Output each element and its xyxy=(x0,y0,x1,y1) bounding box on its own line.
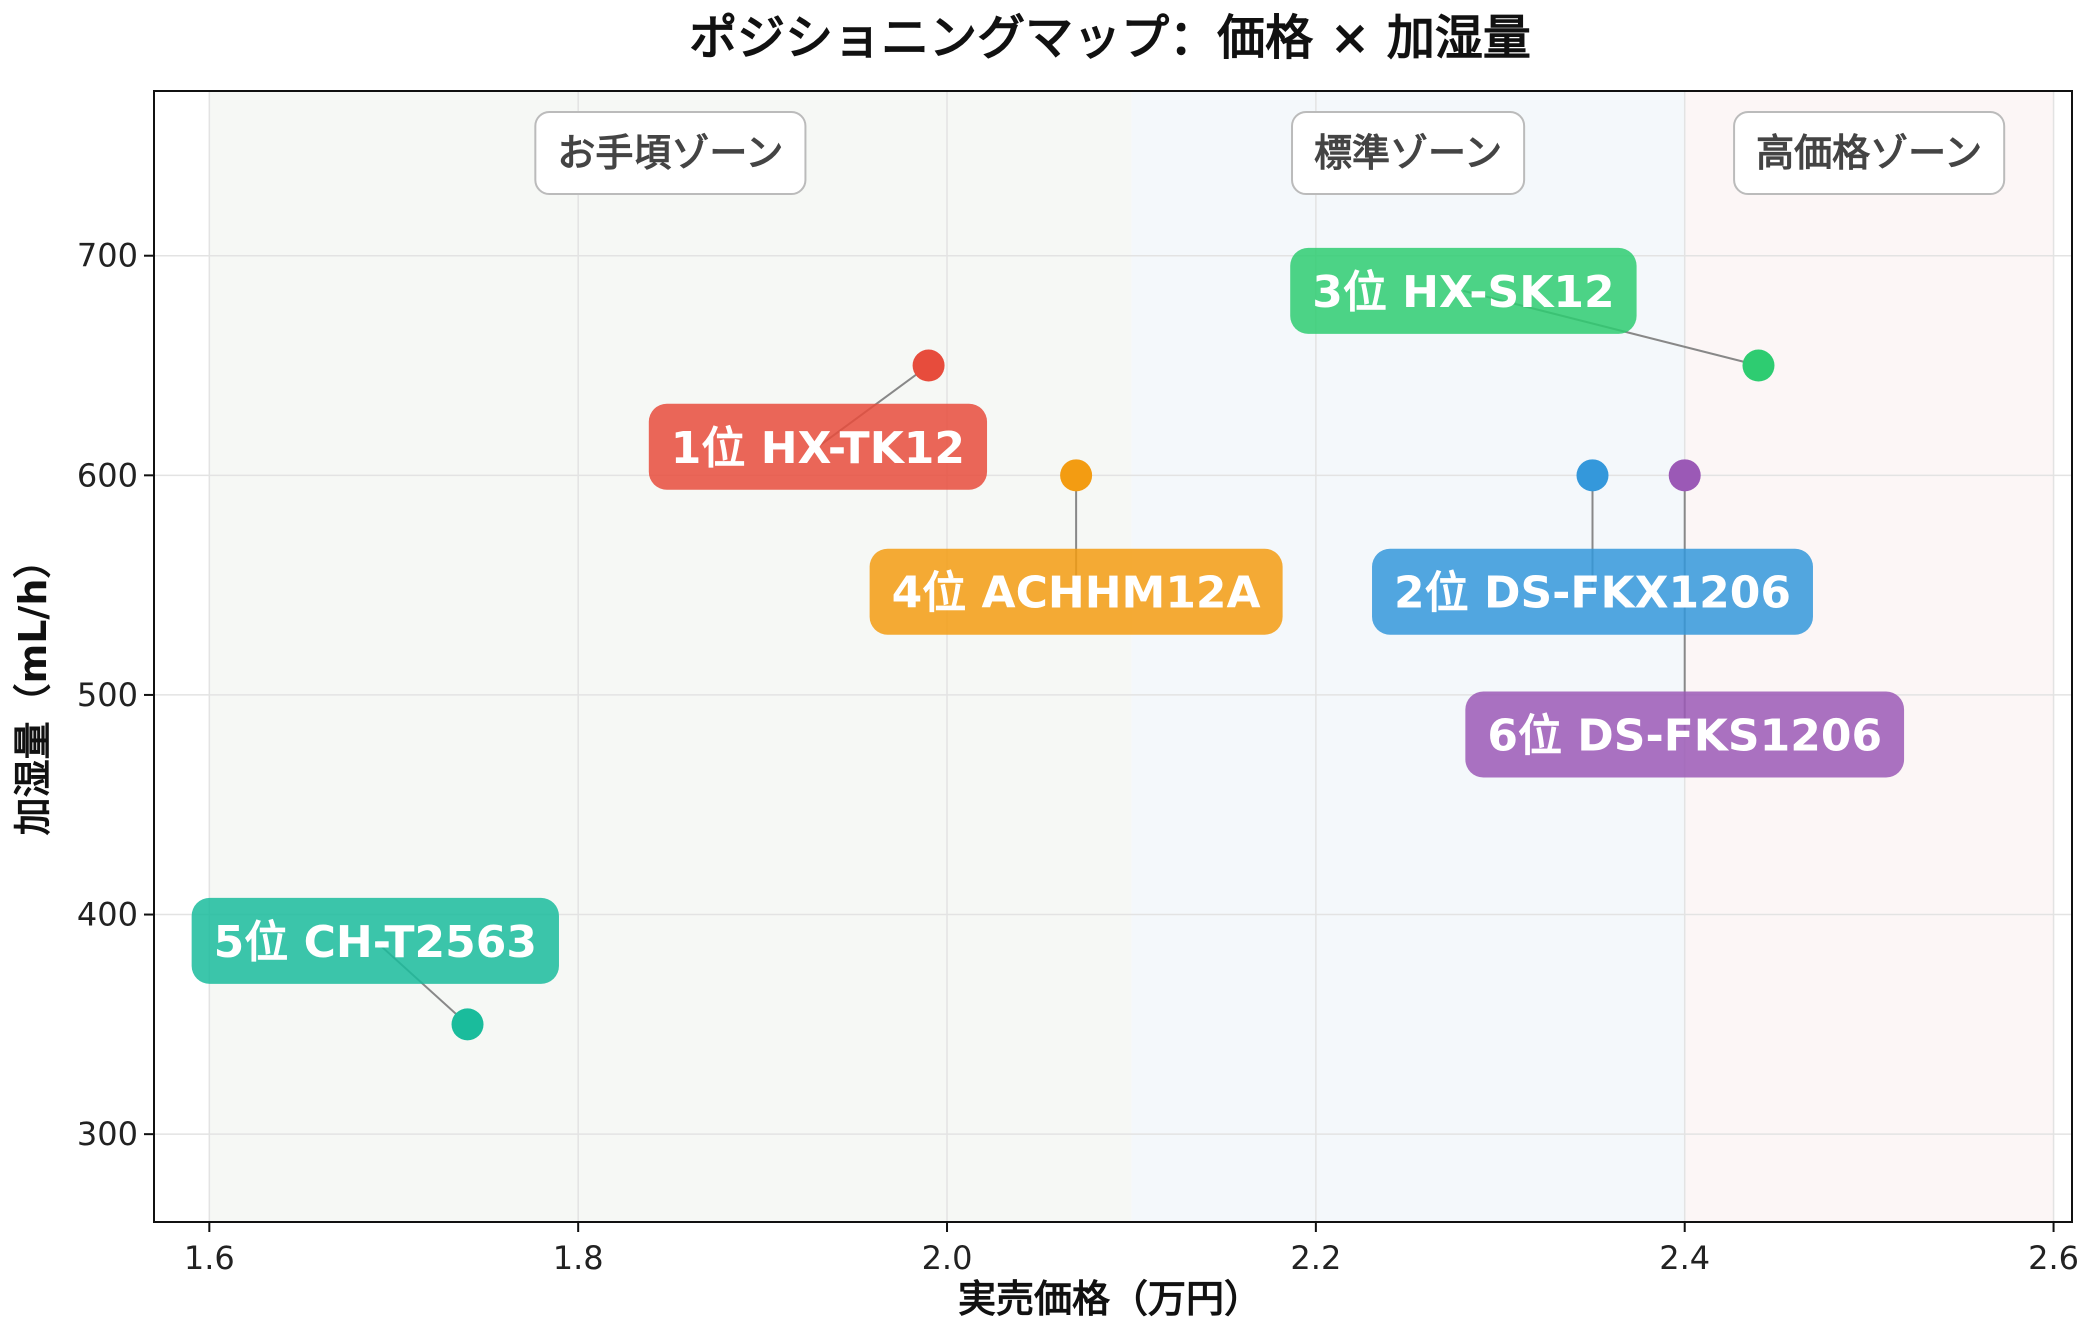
label-3-hx-sk12: 3位 HX-SK12 xyxy=(1290,247,1637,334)
label-text: 6位 DS-FKS1206 xyxy=(1487,710,1882,761)
label-5-ch-t2563: 5位 CH-T2563 xyxy=(191,897,559,984)
zone-background-2 xyxy=(1684,91,2054,1222)
zone-backgrounds xyxy=(209,91,2054,1222)
point-3-hx-sk12 xyxy=(1742,349,1775,382)
x-tick-label: 1.8 xyxy=(553,1239,604,1277)
y-tick-label: 700 xyxy=(77,237,138,275)
axis-ticks: 1.6 1.8 2.0 2.2 2.4 2.6 300 400 500 600 700 xyxy=(77,237,2079,1277)
point-6-ds-fks1206 xyxy=(1668,459,1701,492)
label-text: 2位 DS-FKX1206 xyxy=(1394,568,1791,619)
label-6-ds-fks1206: 6位 DS-FKS1206 xyxy=(1465,691,1905,778)
y-tick-label: 300 xyxy=(77,1115,138,1153)
label-box xyxy=(648,403,988,490)
x-axis-label: 実売価格（万円） xyxy=(958,1277,1262,1321)
zone-label-2: 高価格ゾーン xyxy=(1733,111,2006,195)
point-2-ds-fkx1206 xyxy=(1576,459,1609,492)
label-text: 3位 HX-SK12 xyxy=(1312,267,1614,318)
zone-label-box xyxy=(534,111,807,195)
zone-label-1: 標準ゾーン xyxy=(1291,111,1526,195)
label-4-achhm12a: 4位 ACHHM12A xyxy=(869,548,1283,635)
zone-labels: お手頃ゾーン 標準ゾーン 高価格ゾーン xyxy=(534,111,2006,195)
label-text: 5位 CH-T2563 xyxy=(214,917,537,968)
label-box xyxy=(1290,247,1637,334)
label-text: 4位 ACHHM12A xyxy=(892,568,1261,619)
zone-label-box xyxy=(1291,111,1526,195)
zone-label-0: お手頃ゾーン xyxy=(534,111,807,195)
zone-label-text: お手頃ゾーン xyxy=(557,131,783,175)
zone-label-box xyxy=(1733,111,2006,195)
zone-label-text: 標準ゾーン xyxy=(1314,131,1502,175)
y-axis-label: 加湿量（mL/h） xyxy=(11,541,55,836)
point-1-hx-tk12 xyxy=(912,349,945,382)
point-5-ch-t2563 xyxy=(451,1008,484,1041)
data-points xyxy=(451,349,1775,1041)
label-box xyxy=(1465,691,1905,778)
label-2-ds-fkx1206: 2位 DS-FKX1206 xyxy=(1372,548,1813,635)
x-tick-label: 2.2 xyxy=(1290,1239,1341,1277)
label-box xyxy=(191,897,559,984)
x-tick-label: 2.6 xyxy=(2028,1239,2079,1277)
label-text: 1位 HX-TK12 xyxy=(671,423,965,474)
zone-background-0 xyxy=(209,91,1132,1222)
label-box xyxy=(1372,548,1813,635)
point-4-achhm12a xyxy=(1060,459,1093,492)
x-tick-label: 2.0 xyxy=(922,1239,973,1277)
x-tick-label: 1.6 xyxy=(184,1239,235,1277)
x-tick-label: 2.4 xyxy=(1659,1239,1710,1277)
y-tick-label: 600 xyxy=(77,456,138,494)
label-1-hx-tk12: 1位 HX-TK12 xyxy=(648,403,988,490)
zone-label-text: 高価格ゾーン xyxy=(1756,131,1982,175)
point-labels: 1位 HX-TK12 2位 DS-FKX1206 3位 HX-SK12 4位 ACHH… xyxy=(191,247,1905,984)
chart-title: ポジショニングマップ：価格 × 加湿量 xyxy=(689,10,1531,66)
y-tick-label: 500 xyxy=(77,676,138,714)
plot-frame xyxy=(153,90,2073,1223)
label-box xyxy=(869,548,1283,635)
y-tick-label: 400 xyxy=(77,896,138,934)
